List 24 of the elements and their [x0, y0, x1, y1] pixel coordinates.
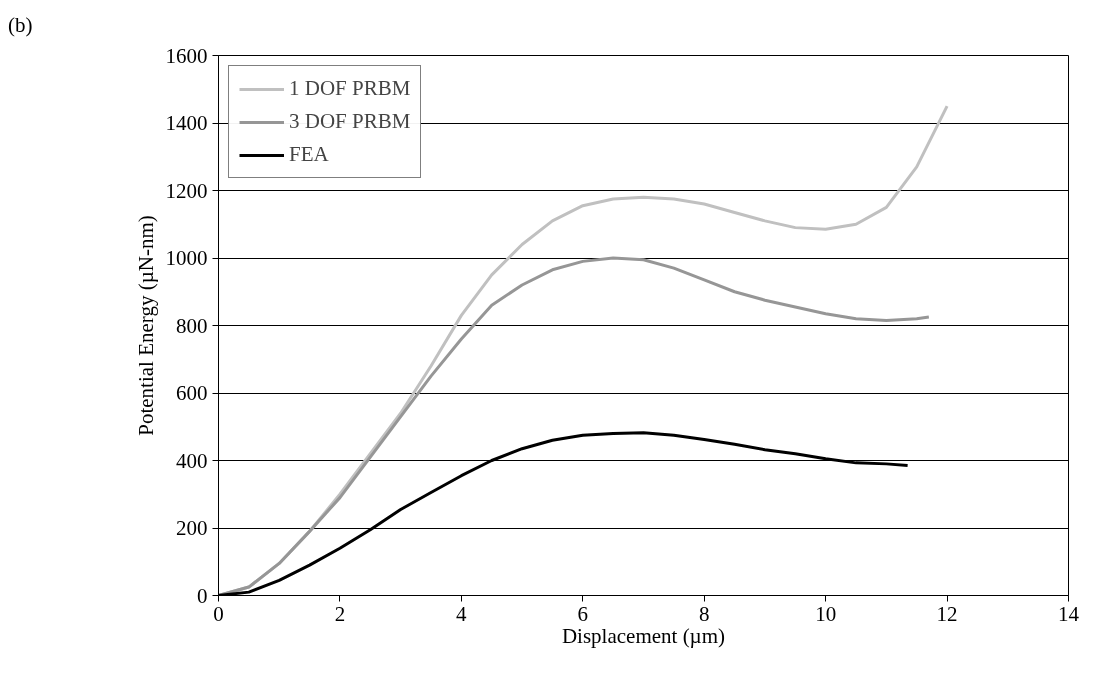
x-tick-label: 4 — [456, 601, 468, 626]
legend-label: 1 DOF PRBM — [289, 76, 411, 101]
y-axis-title: Potential Energy (µN-nm) — [133, 215, 158, 436]
y-tick-label: 1000 — [165, 246, 208, 270]
x-tick-label: 6 — [577, 601, 589, 626]
text: (b) — [8, 12, 33, 39]
y-tick-label: 600 — [176, 381, 208, 405]
legend-label: 3 DOF PRBM — [289, 109, 411, 134]
x-tick-label: 10 — [815, 601, 837, 626]
x-axis-title: Displacement (µm) — [561, 623, 726, 648]
y-tick-label: 1400 — [165, 111, 208, 135]
x-tick-label: 0 — [213, 601, 224, 626]
x-tick-label: 8 — [698, 601, 710, 626]
y-tick-label: 400 — [176, 448, 208, 473]
y-tick-label: 800 — [176, 313, 208, 338]
y-tick-label: 1200 — [165, 178, 208, 203]
x-tick-label: 12 — [936, 601, 958, 626]
x-tick-label: 14 — [1058, 601, 1080, 626]
x-tick-label: 2 — [334, 601, 346, 626]
y-tick-label: 0 — [197, 583, 208, 608]
y-tick-label: 1600 — [165, 43, 208, 68]
line-series — [218, 256, 931, 596]
y-tick-label: 200 — [176, 516, 208, 540]
legend-label: FEA — [289, 142, 329, 167]
